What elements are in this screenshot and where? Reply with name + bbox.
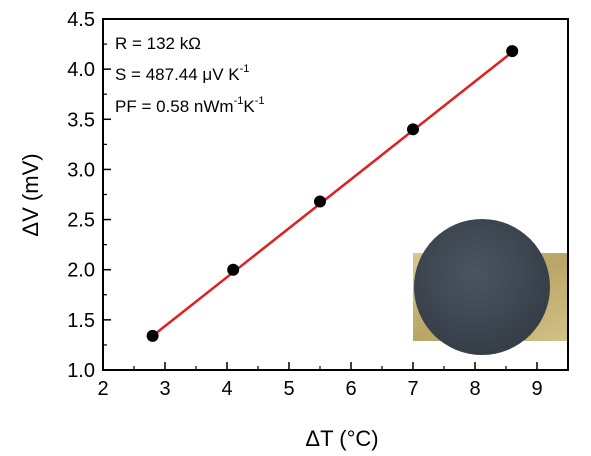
annotation-resistance: R = 132 kΩ [115, 34, 201, 53]
y-tick-label: 4.5 [67, 9, 95, 31]
y-tick-label: 3.0 [67, 159, 95, 181]
y-tick-label: 4.0 [67, 59, 95, 81]
x-tick-label: 2 [97, 378, 108, 400]
annotation-power-factor: PF = 0.58 nWm-1K-1 [115, 95, 264, 116]
x-tick-label: 9 [531, 378, 542, 400]
fit-line [151, 51, 513, 337]
data-point [314, 195, 326, 208]
x-tick-label: 8 [469, 378, 480, 400]
y-axis-tick-labels: 1.0 1.5 2.0 2.5 3.0 3.5 4.0 4.5 [67, 9, 95, 382]
x-axis-title: ΔT (°C) [305, 426, 378, 451]
pf-exponent-1: -1 [234, 95, 244, 107]
y-tick-label: 3.5 [67, 109, 95, 131]
y-tick-label: 1.0 [67, 360, 95, 382]
data-point [146, 329, 159, 342]
annotation-seebeck: S = 487.44 μV K-1 [115, 63, 249, 84]
y-axis-title: ΔV (mV) [18, 153, 43, 236]
seebeck-exponent: -1 [240, 63, 250, 75]
x-tick-label: 3 [159, 378, 170, 400]
seebeck-text: S = 487.44 μV K [115, 65, 240, 84]
data-points [146, 45, 519, 342]
data-point [227, 263, 240, 276]
pf-exponent-2: -1 [255, 95, 265, 107]
data-point [506, 45, 519, 58]
x-tick-label: 6 [345, 378, 356, 400]
x-tick-label: 7 [407, 378, 418, 400]
x-axis-ticks [102, 362, 538, 370]
y-axis-ticks [103, 18, 111, 371]
pf-text: PF = 0.58 nWm [115, 97, 234, 116]
x-tick-label: 4 [221, 378, 232, 400]
x-axis-tick-labels: 2 3 4 5 6 7 8 9 [97, 378, 542, 400]
pf-unit-k: K [243, 97, 255, 116]
y-tick-label: 2.5 [67, 210, 95, 232]
inset-disk [414, 219, 550, 355]
x-tick-label: 5 [283, 378, 294, 400]
y-tick-label: 2.0 [67, 260, 95, 282]
y-tick-label: 1.5 [67, 310, 95, 332]
data-point [407, 123, 419, 136]
inset-photo [413, 219, 568, 355]
